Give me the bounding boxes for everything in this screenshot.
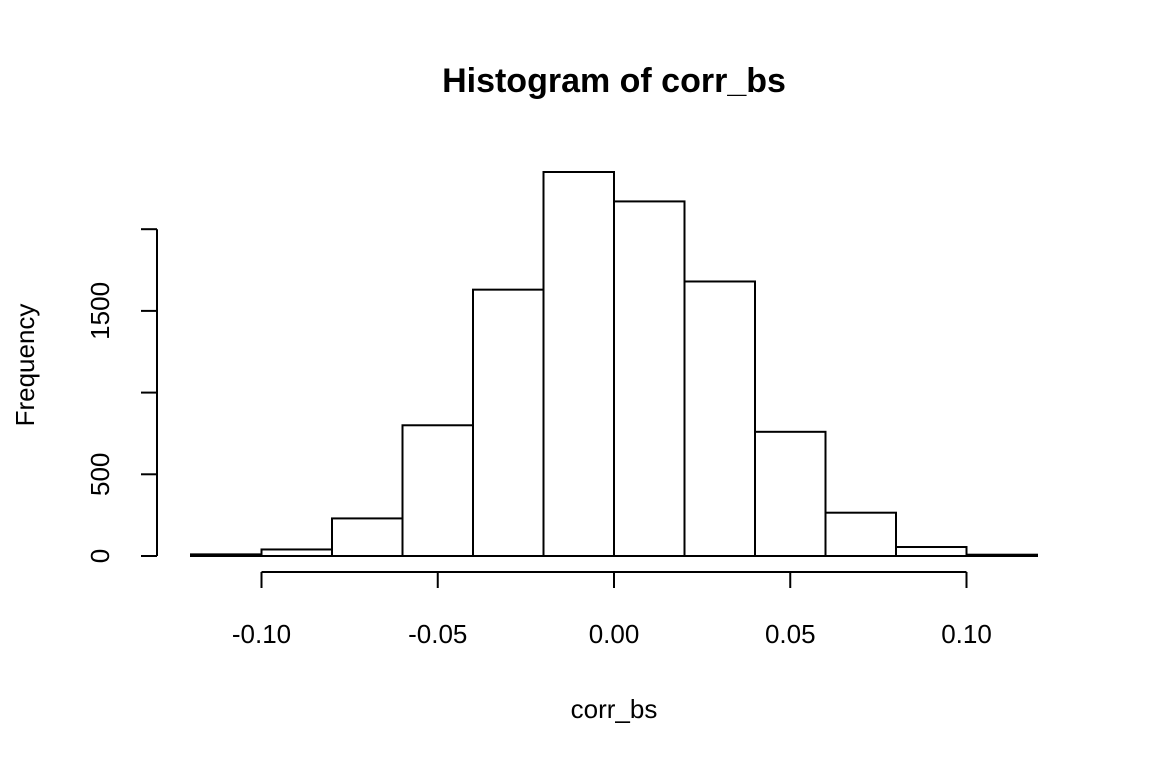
histogram-bar-2	[331, 517, 404, 557]
x-tick-label-2: 0.00	[589, 619, 640, 649]
histogram-bar-10	[895, 546, 968, 557]
y-tick-label-1: 500	[85, 453, 115, 496]
histogram-bar-3	[401, 424, 474, 557]
histogram-bar-8	[754, 430, 827, 558]
y-axis: 0 500 1500	[85, 228, 158, 563]
histogram-bar-7	[683, 280, 756, 557]
bars-group	[190, 171, 1038, 558]
x-tick-label-4: 0.10	[941, 619, 992, 649]
histogram-bar-1	[260, 548, 333, 557]
chart-title: Histogram of corr_bs	[442, 62, 786, 100]
x-axis-label: corr_bs	[571, 694, 658, 724]
x-axis: -0.10 -0.05 0.00 0.05 0.10	[232, 571, 992, 649]
x-tick-label-0: -0.10	[232, 619, 291, 649]
y-axis-label: Frequency	[10, 304, 40, 427]
histogram-bar-9	[824, 511, 897, 558]
histogram-bar-0	[190, 553, 263, 558]
x-tick-label-1: -0.05	[408, 619, 467, 649]
x-tick-label-3: 0.05	[765, 619, 816, 649]
histogram-bar-4	[472, 288, 545, 557]
histogram-bar-11	[965, 553, 1038, 557]
y-tick-label-3: 1500	[85, 282, 115, 340]
histogram-bar-5	[542, 171, 615, 557]
histogram-bar-6	[613, 200, 686, 557]
y-tick-label-0: 0	[85, 549, 115, 563]
